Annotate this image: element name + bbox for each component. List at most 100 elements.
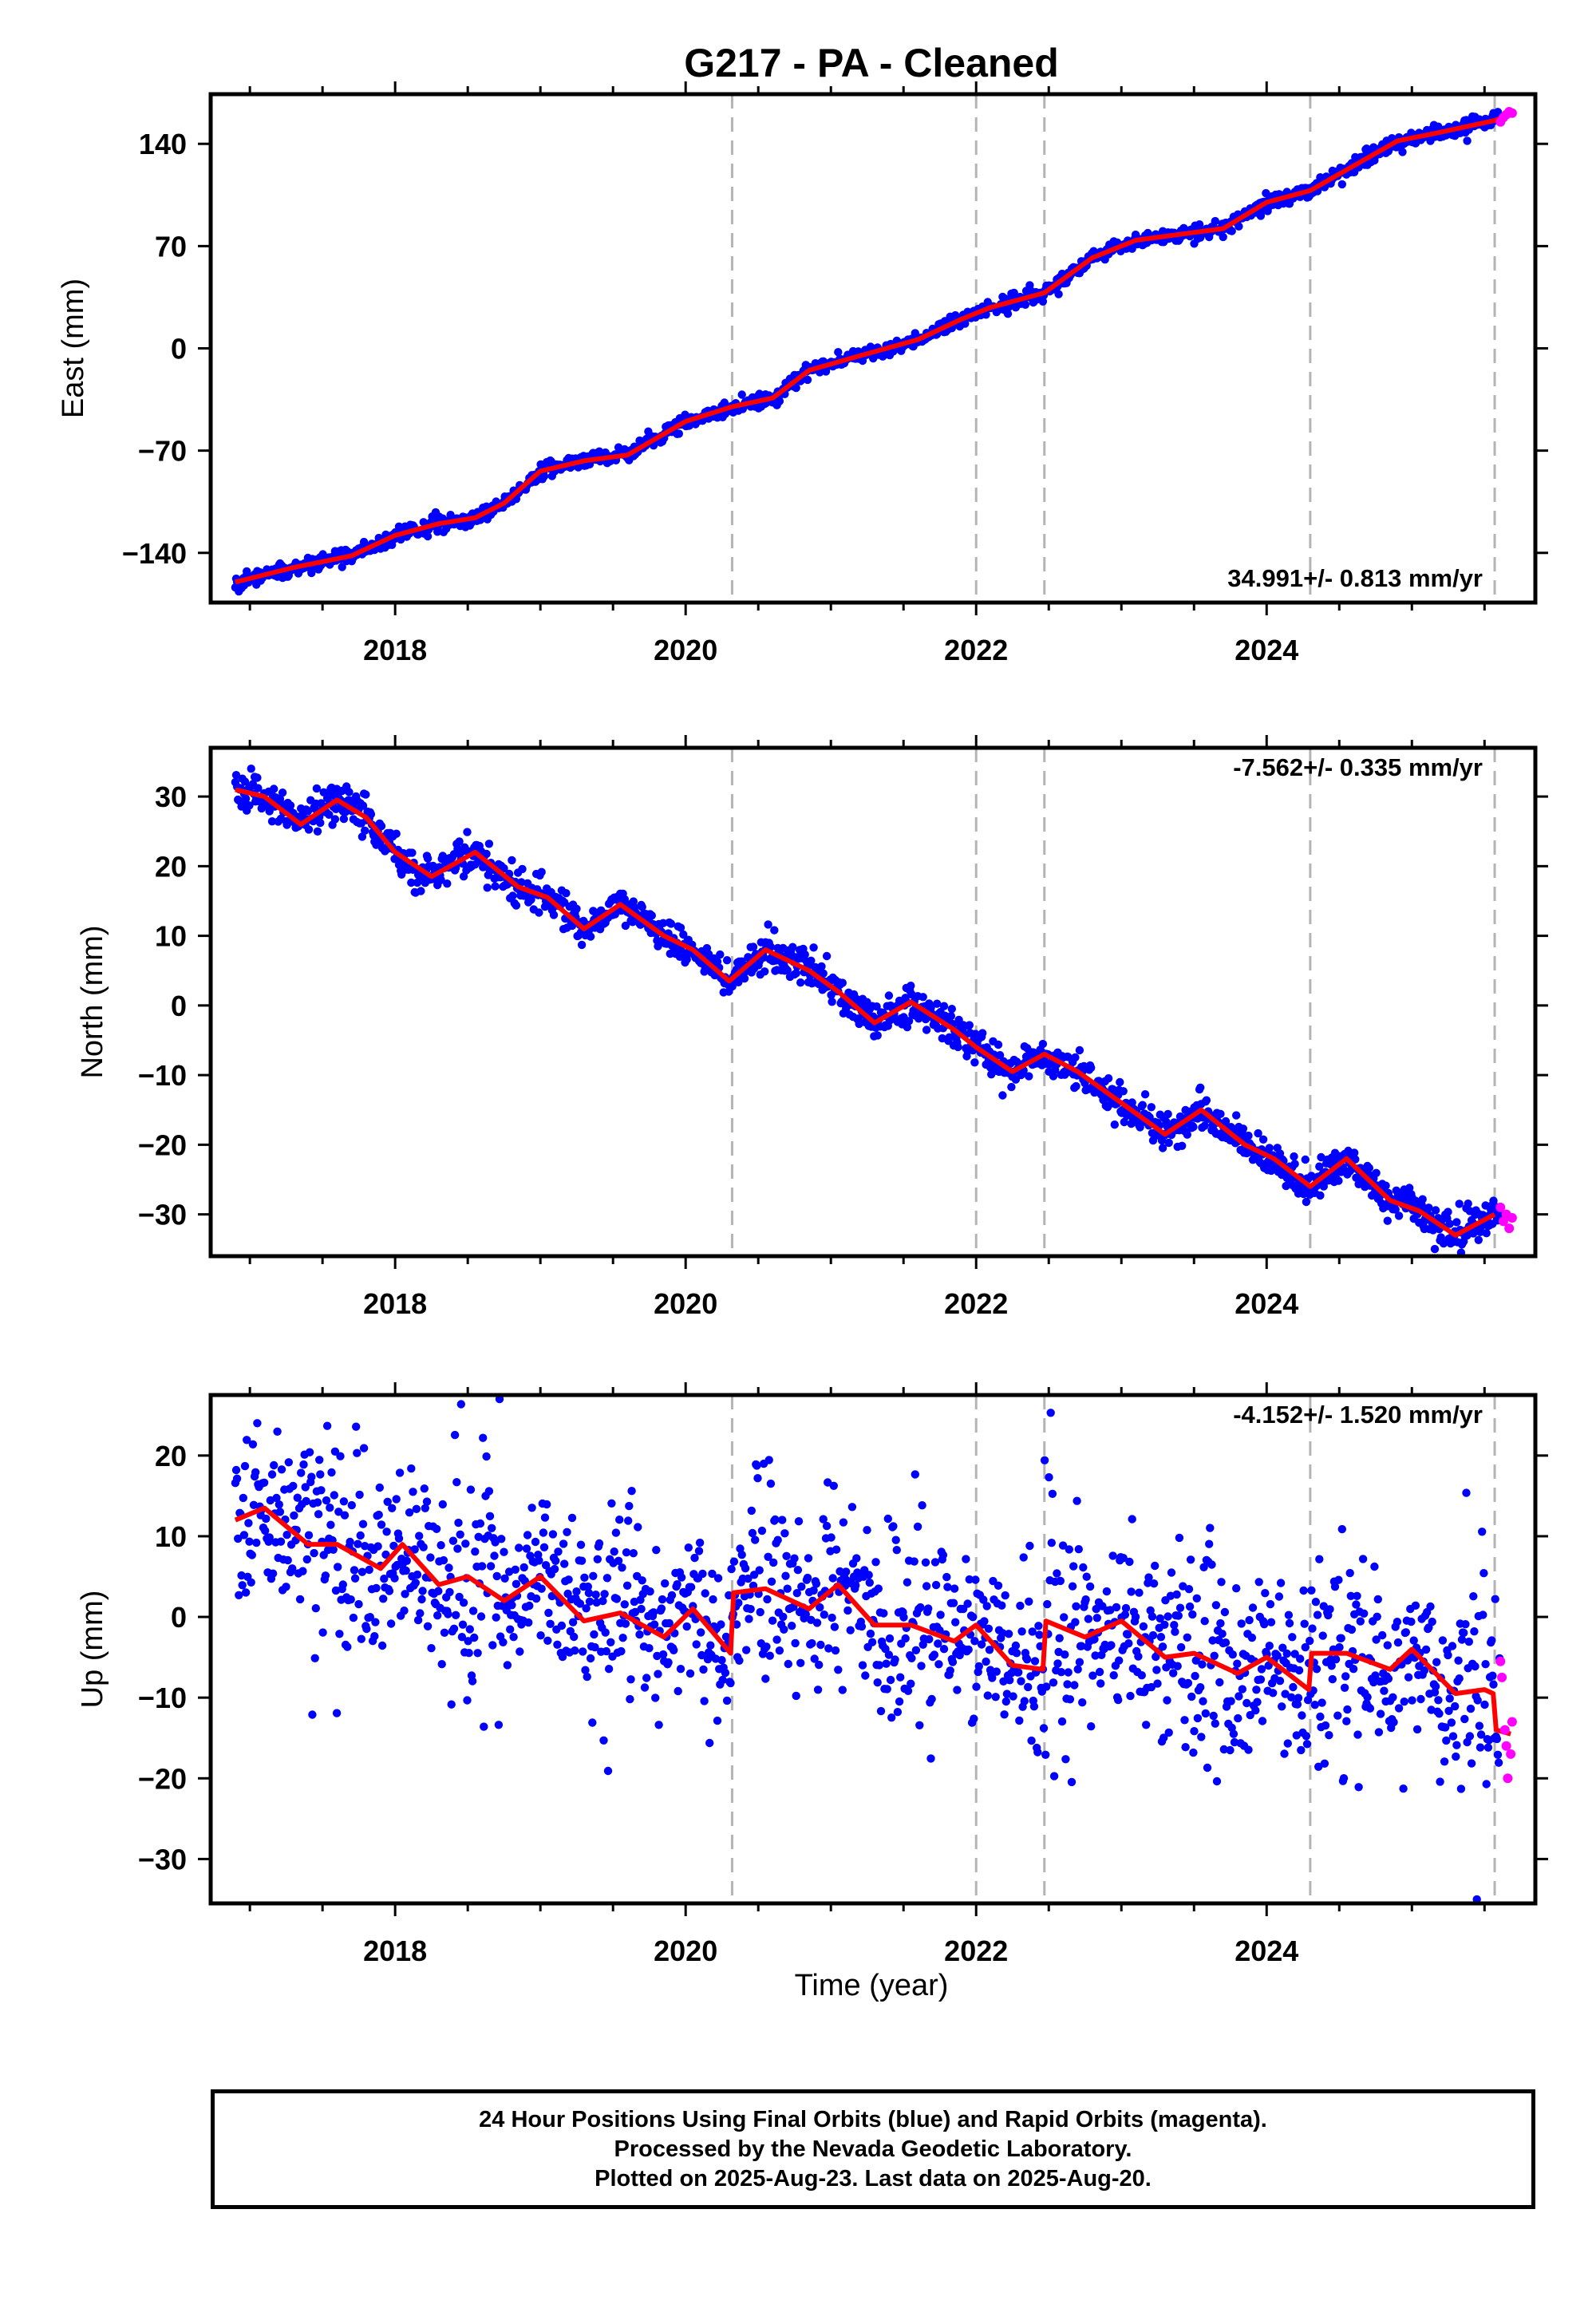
final-orbit-point bbox=[1261, 1589, 1270, 1598]
final-orbit-point bbox=[635, 1630, 644, 1639]
final-orbit-point bbox=[971, 1575, 980, 1584]
final-orbit-point bbox=[1205, 1539, 1214, 1548]
final-orbit-point bbox=[1219, 232, 1227, 242]
final-orbit-point bbox=[1276, 1579, 1286, 1587]
final-orbit-point bbox=[717, 1656, 726, 1665]
final-orbit-point bbox=[438, 1500, 447, 1509]
final-orbit-point bbox=[763, 1595, 772, 1604]
final-orbit-point bbox=[1115, 1656, 1124, 1665]
final-orbit-point bbox=[318, 1628, 327, 1637]
final-orbit-point bbox=[863, 1526, 871, 1535]
final-orbit-point bbox=[1124, 1639, 1133, 1648]
rapid-orbit-point bbox=[1507, 1213, 1517, 1223]
final-orbit-point bbox=[1226, 1745, 1235, 1755]
final-orbit-point bbox=[1340, 1683, 1349, 1692]
final-orbit-point bbox=[654, 1721, 663, 1729]
final-orbit-point bbox=[1301, 1155, 1310, 1164]
final-orbit-point bbox=[827, 1533, 836, 1542]
final-orbit-point bbox=[1284, 1611, 1294, 1619]
final-orbit-point bbox=[366, 810, 376, 819]
processing-note: 24 Hour Positions Using Final Orbits (bl… bbox=[211, 2089, 1535, 2209]
final-orbit-point bbox=[379, 1595, 388, 1603]
final-orbit-point bbox=[1199, 1697, 1207, 1705]
final-orbit-point bbox=[749, 943, 758, 951]
final-orbit-point bbox=[304, 825, 314, 834]
final-orbit-point bbox=[816, 1640, 825, 1650]
final-orbit-point bbox=[1151, 1561, 1159, 1571]
final-orbit-point bbox=[1185, 1602, 1195, 1611]
y-tick-label: −20 bbox=[138, 1128, 187, 1161]
final-orbit-point bbox=[1444, 1650, 1452, 1660]
final-orbit-point bbox=[1149, 1579, 1159, 1588]
final-orbit-point bbox=[1482, 1229, 1491, 1238]
final-orbit-point bbox=[444, 1610, 452, 1618]
final-orbit-point bbox=[518, 864, 527, 874]
final-orbit-point bbox=[1187, 1692, 1196, 1701]
final-orbit-point bbox=[970, 1058, 979, 1067]
final-orbit-point bbox=[1053, 1659, 1062, 1668]
final-orbit-point bbox=[930, 1650, 939, 1659]
final-orbit-point bbox=[1430, 1244, 1440, 1254]
final-orbit-point bbox=[490, 1551, 499, 1560]
final-orbit-point bbox=[773, 1535, 782, 1544]
final-orbit-point bbox=[1440, 1757, 1449, 1766]
final-orbit-point bbox=[779, 1612, 788, 1622]
final-orbit-point bbox=[402, 1556, 411, 1566]
rapid-orbit-point bbox=[1507, 108, 1517, 118]
final-orbit-point bbox=[1447, 1718, 1456, 1727]
final-orbit-point bbox=[804, 1554, 813, 1563]
final-orbit-point bbox=[1148, 1630, 1158, 1640]
final-orbit-point bbox=[343, 1642, 352, 1651]
final-orbit-point bbox=[358, 1520, 368, 1528]
final-orbit-point bbox=[1481, 1660, 1490, 1669]
final-orbit-point bbox=[1373, 1595, 1383, 1604]
final-orbit-point bbox=[600, 1590, 609, 1599]
final-orbit-point bbox=[1274, 1592, 1284, 1601]
final-orbit-point bbox=[943, 1583, 952, 1591]
final-orbit-point bbox=[388, 1504, 397, 1513]
final-orbit-point bbox=[992, 1667, 1001, 1676]
final-orbit-point bbox=[313, 827, 322, 836]
final-orbit-point bbox=[458, 1620, 468, 1629]
final-orbit-point bbox=[1001, 1591, 1009, 1600]
final-orbit-point bbox=[1455, 1674, 1464, 1683]
final-orbit-point bbox=[924, 1604, 933, 1613]
final-orbit-point bbox=[1196, 1083, 1205, 1093]
final-orbit-point bbox=[1454, 1656, 1463, 1665]
final-orbit-point bbox=[953, 1686, 962, 1694]
final-orbit-point bbox=[595, 1539, 604, 1548]
final-orbit-point bbox=[872, 1002, 881, 1011]
final-orbit-point bbox=[1134, 1652, 1143, 1661]
final-orbit-point bbox=[982, 1602, 991, 1611]
final-orbit-point bbox=[1308, 1624, 1317, 1633]
final-orbit-point bbox=[822, 1521, 832, 1531]
final-orbit-point bbox=[554, 1547, 563, 1556]
final-orbit-point bbox=[808, 1638, 816, 1648]
final-orbit-point bbox=[492, 1613, 500, 1622]
final-orbit-point bbox=[1384, 1674, 1393, 1683]
final-orbit-point bbox=[1164, 1138, 1173, 1148]
final-orbit-point bbox=[511, 1565, 519, 1575]
final-orbit-point bbox=[1054, 290, 1063, 298]
final-orbit-point bbox=[1238, 1124, 1248, 1133]
final-orbit-point bbox=[362, 1624, 371, 1634]
final-orbit-point bbox=[670, 1646, 678, 1654]
final-orbit-point bbox=[790, 1554, 799, 1563]
final-orbit-point bbox=[278, 788, 287, 797]
final-orbit-point bbox=[933, 999, 942, 1008]
final-orbit-point bbox=[820, 1611, 829, 1619]
x-tick-label: 2024 bbox=[1235, 1287, 1298, 1320]
final-orbit-point bbox=[577, 940, 587, 950]
final-orbit-point bbox=[1135, 1588, 1144, 1597]
final-orbit-point bbox=[247, 765, 255, 773]
final-orbit-point bbox=[537, 868, 546, 876]
final-orbit-point bbox=[517, 878, 526, 887]
final-orbit-point bbox=[408, 848, 417, 857]
final-orbit-point bbox=[1428, 1617, 1436, 1626]
final-orbit-point bbox=[519, 1563, 528, 1572]
final-orbit-point bbox=[716, 950, 725, 959]
final-orbit-point bbox=[253, 773, 262, 782]
y-axis-title: Up (mm) bbox=[76, 1591, 109, 1709]
final-orbit-point bbox=[499, 1638, 508, 1646]
final-orbit-point bbox=[559, 1539, 568, 1548]
